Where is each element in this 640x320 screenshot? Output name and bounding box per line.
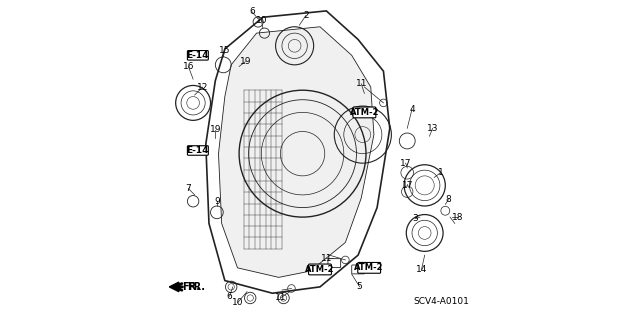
Text: 5: 5 [356, 282, 362, 292]
FancyBboxPatch shape [358, 262, 381, 273]
Text: E-14: E-14 [187, 51, 209, 60]
FancyBboxPatch shape [188, 146, 209, 155]
Text: 17: 17 [400, 159, 412, 168]
Text: 11: 11 [321, 254, 332, 263]
Text: 1: 1 [438, 168, 444, 177]
Text: FR.: FR. [182, 282, 200, 292]
Text: 11: 11 [355, 79, 367, 88]
FancyBboxPatch shape [328, 259, 340, 268]
Text: 6: 6 [249, 7, 255, 16]
Text: 8: 8 [445, 195, 451, 204]
Text: FR.: FR. [187, 282, 205, 292]
FancyBboxPatch shape [308, 264, 332, 275]
FancyArrowPatch shape [175, 284, 182, 290]
FancyBboxPatch shape [352, 265, 364, 274]
Text: 19: 19 [209, 125, 221, 134]
Text: 12: 12 [197, 83, 208, 92]
Text: 17: 17 [401, 181, 413, 190]
Text: 18: 18 [452, 212, 464, 222]
Text: ATM-2: ATM-2 [349, 108, 379, 117]
Text: 15: 15 [219, 46, 230, 55]
Text: 16: 16 [182, 62, 194, 71]
Text: ATM-2: ATM-2 [305, 265, 335, 274]
Polygon shape [206, 11, 390, 293]
Text: ATM-2: ATM-2 [355, 263, 384, 272]
Text: 4: 4 [409, 105, 415, 114]
Text: 14: 14 [416, 265, 427, 274]
FancyBboxPatch shape [353, 107, 376, 118]
Text: 6: 6 [227, 292, 232, 301]
Text: 19: 19 [240, 57, 252, 66]
Text: 7: 7 [186, 184, 191, 193]
FancyBboxPatch shape [188, 51, 209, 60]
Text: SCV4-A0101: SCV4-A0101 [413, 297, 469, 306]
Text: 3: 3 [412, 214, 418, 223]
Text: 11: 11 [275, 293, 286, 302]
Polygon shape [218, 27, 374, 277]
Text: 10: 10 [232, 298, 243, 307]
Text: 13: 13 [427, 124, 438, 133]
Polygon shape [170, 282, 179, 292]
Text: E-14: E-14 [187, 146, 209, 155]
Text: 10: 10 [255, 16, 267, 25]
Text: 2: 2 [303, 11, 308, 20]
Text: 9: 9 [214, 197, 220, 206]
